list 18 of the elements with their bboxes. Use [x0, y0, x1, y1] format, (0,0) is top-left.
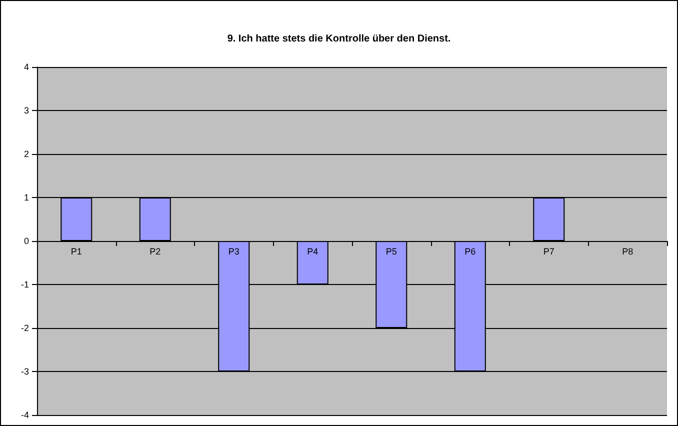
x-tick-label: P4 — [307, 246, 318, 256]
y-tick-label: -4 — [20, 410, 29, 420]
y-tick-label: 3 — [24, 106, 29, 116]
x-tick-label: P7 — [543, 246, 554, 256]
chart-title: 9. Ich hatte stets die Kontrolle über den Dienst. — [227, 34, 451, 44]
x-tick-label: P3 — [228, 246, 240, 256]
y-tick-label: -3 — [20, 366, 29, 376]
y-tick-label: 4 — [24, 62, 29, 72]
x-tick-label: P6 — [464, 246, 476, 256]
x-tick-label: P1 — [70, 246, 82, 256]
y-tick-label: 2 — [24, 149, 29, 159]
x-tick-label: P2 — [150, 246, 161, 256]
x-tick-label: P5 — [386, 246, 397, 256]
y-tick-label: -1 — [20, 280, 29, 290]
y-tick-label: 1 — [24, 192, 29, 202]
x-tick-label: P8 — [622, 246, 634, 256]
y-tick-label: -2 — [20, 323, 29, 333]
y-tick-label: 0 — [24, 236, 29, 246]
